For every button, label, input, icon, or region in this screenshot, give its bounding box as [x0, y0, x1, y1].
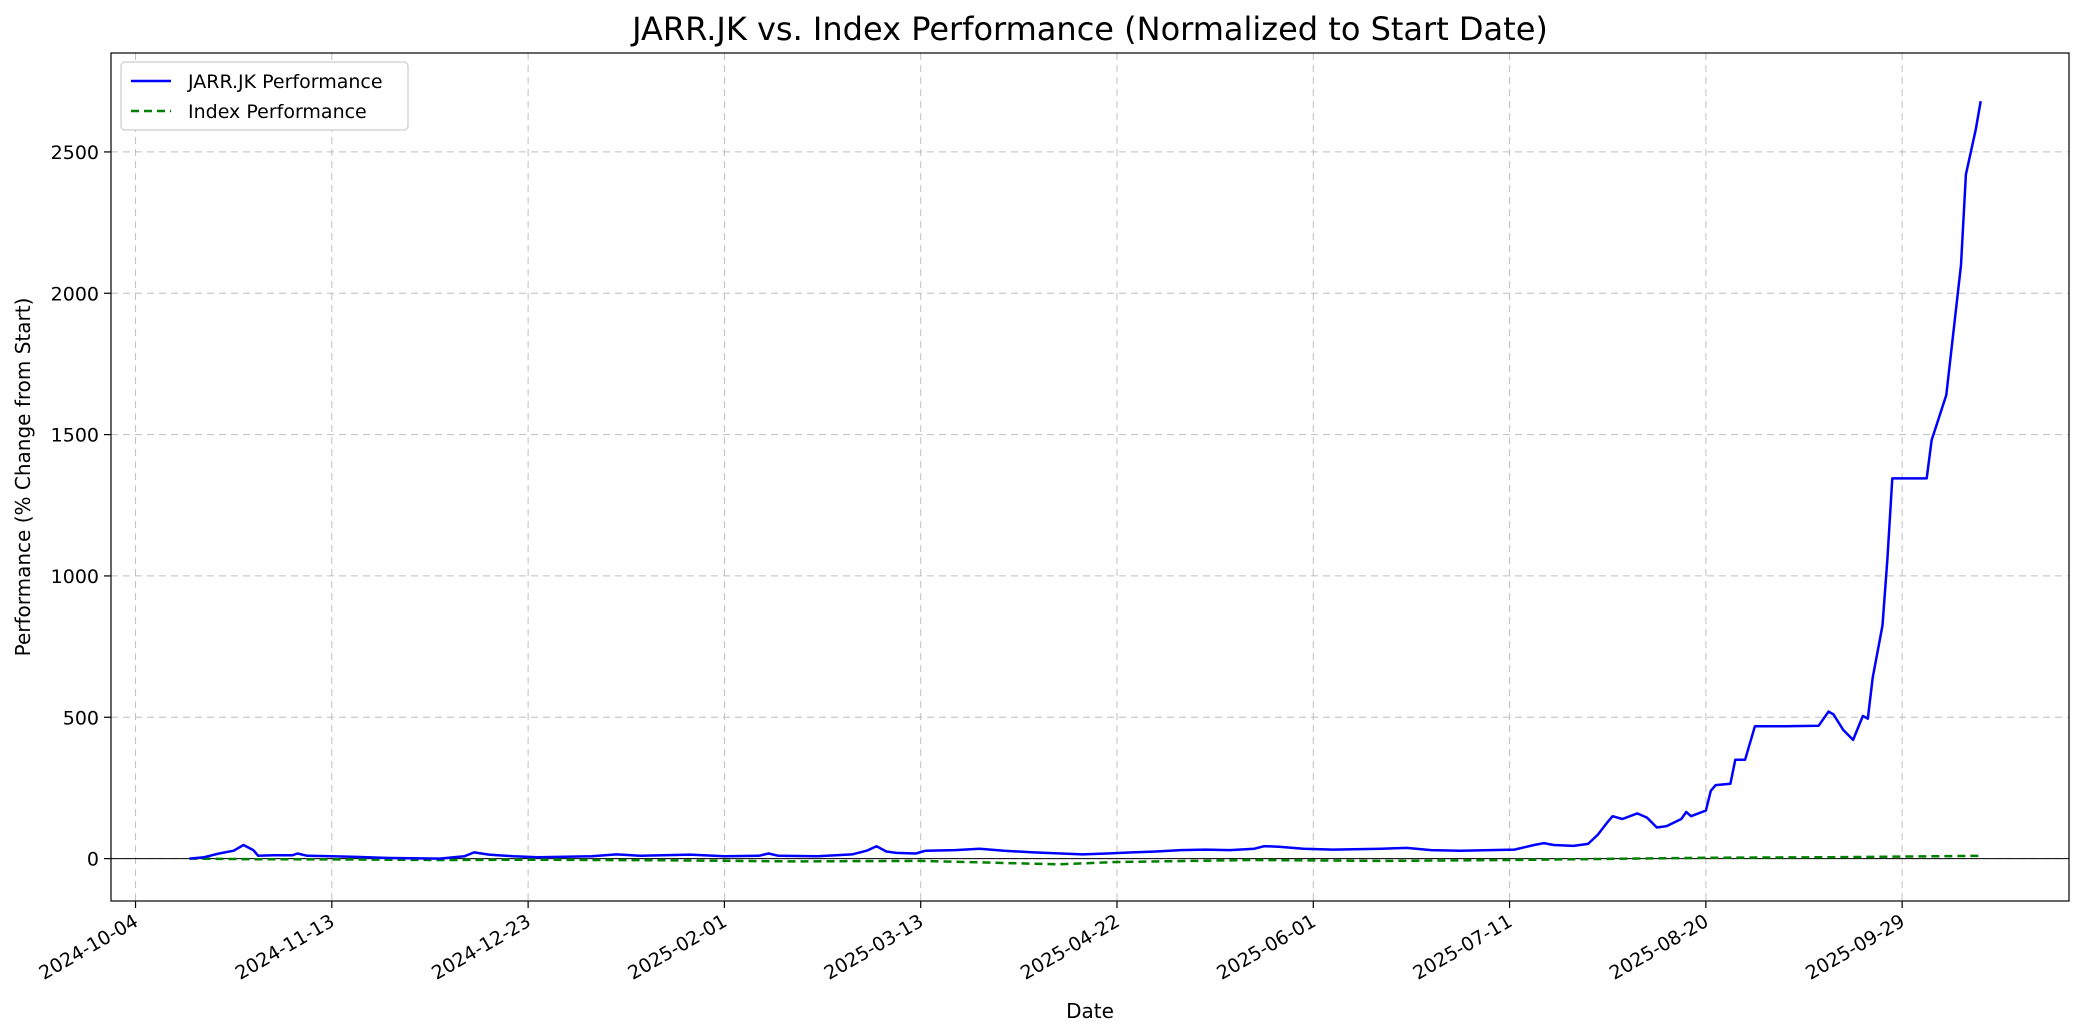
legend: JARR.JK Performance Index Performance [120, 61, 409, 131]
y-tick-label: 500 [63, 707, 99, 729]
chart-title: JARR.JK vs. Index Performance (Normalize… [630, 10, 1548, 48]
series-line-index [189, 854, 1981, 866]
legend-label-jarr: JARR.JK Performance [187, 71, 383, 93]
y-axis: 0 500 1000 1500 2000 2500 [51, 142, 111, 871]
y-tick-label: 1500 [51, 425, 99, 447]
x-axis-label: Date [1066, 999, 1114, 1023]
y-tick-label: 0 [87, 849, 99, 871]
series-layer [189, 100, 1982, 866]
legend-box [120, 61, 409, 131]
y-tick-label: 2000 [51, 283, 99, 305]
grid-layer [111, 53, 2069, 901]
series-line-jarr [189, 100, 1982, 860]
y-tick-label: 2500 [51, 142, 99, 164]
y-axis-label: Performance (% Change from Start) [11, 298, 35, 657]
legend-label-index: Index Performance [188, 101, 367, 123]
y-tick-label: 1000 [51, 566, 99, 588]
plot-area-frame [110, 52, 2070, 902]
